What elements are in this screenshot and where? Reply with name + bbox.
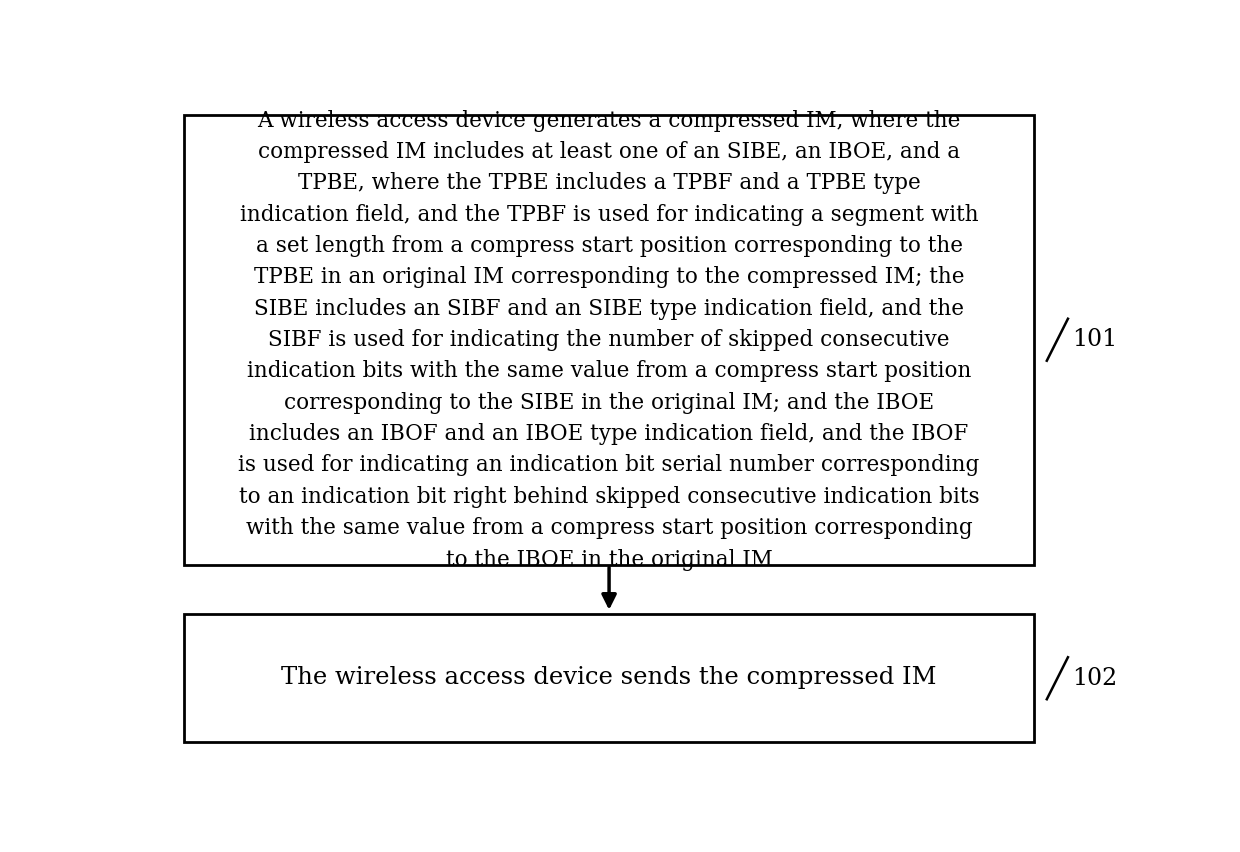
Text: 101: 101 [1071, 328, 1117, 351]
Bar [184, 614, 1034, 742]
Text: A wireless access device generates a compressed IM, where the
compressed IM incl: A wireless access device generates a com… [238, 110, 980, 571]
FancyArrowPatch shape [603, 567, 615, 606]
Text: 102: 102 [1071, 667, 1117, 690]
Text: The wireless access device sends the compressed IM: The wireless access device sends the com… [281, 666, 937, 689]
Bar [184, 115, 1034, 565]
